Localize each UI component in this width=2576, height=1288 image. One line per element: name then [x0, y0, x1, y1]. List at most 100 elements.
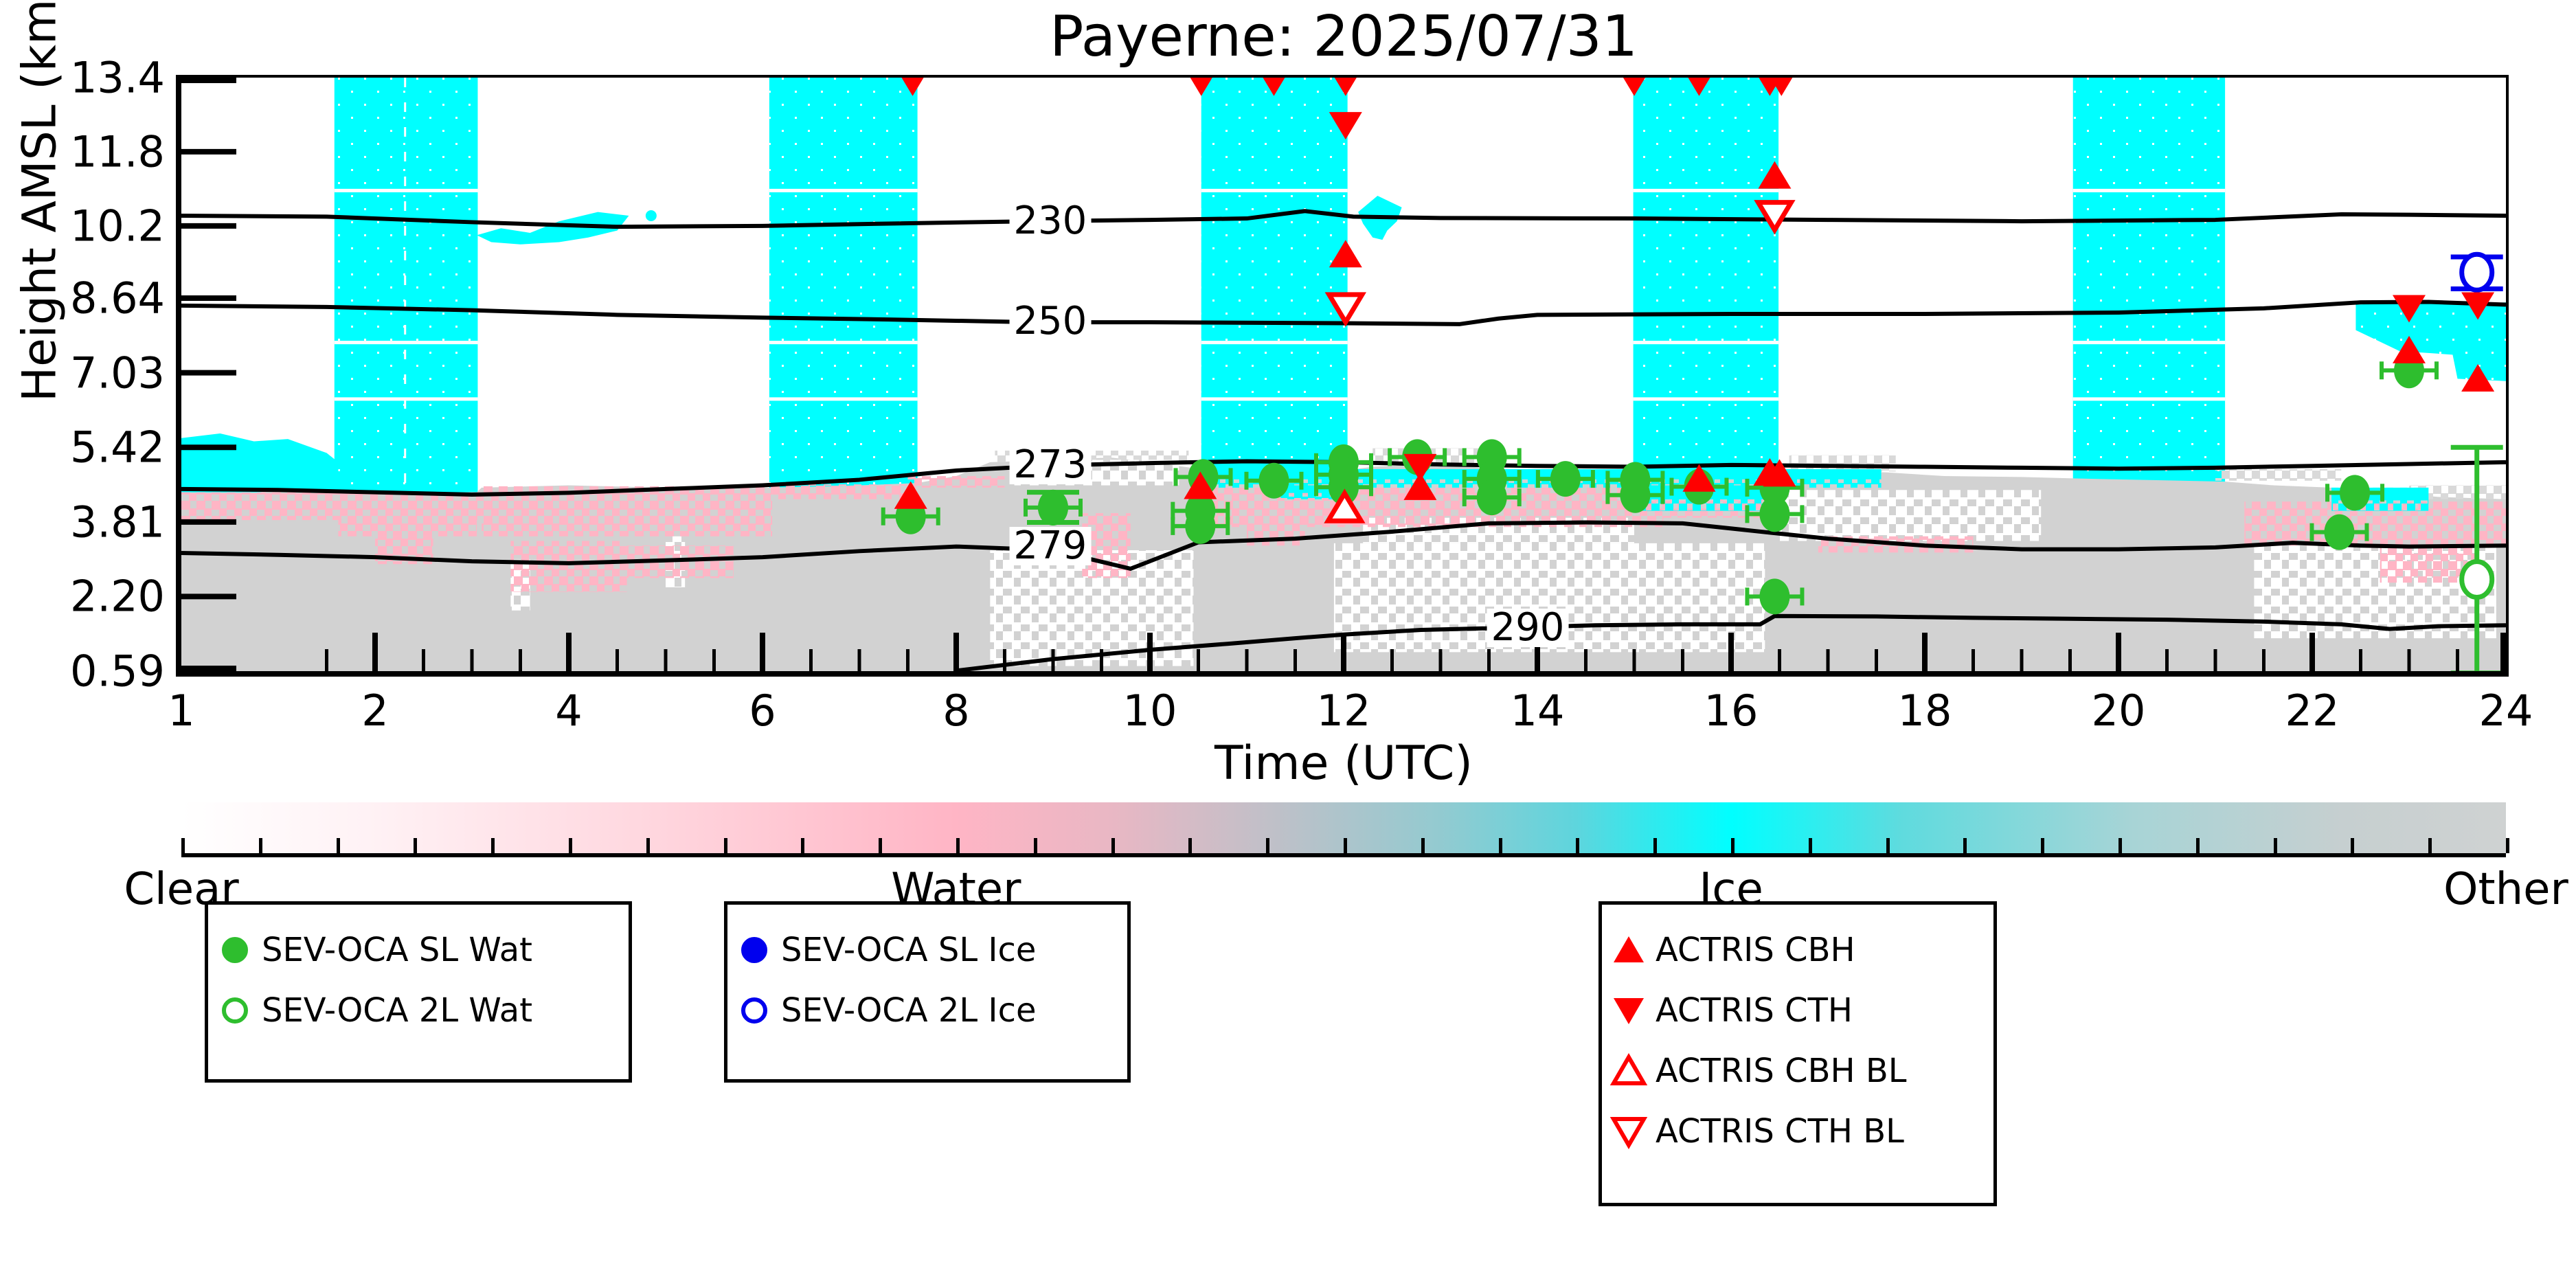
- sev-oca-sl-wat-marker: [1550, 461, 1581, 497]
- actris-cth-marker: [901, 78, 924, 96]
- legend-item: SEV-OCA 2L Ice: [727, 980, 1127, 1041]
- colorbar-tick: [723, 838, 727, 853]
- isotherm-contour-230: [181, 209, 2506, 229]
- actris-cth-marker: [1190, 78, 1212, 96]
- actris-cth-marker: [1403, 453, 1437, 482]
- legend-item: ACTRIS CTH BL: [1602, 1101, 1993, 1162]
- actris-cth-bl-marker: [1324, 292, 1367, 327]
- legend-label: ACTRIS CTH BL: [1656, 1112, 1904, 1151]
- actris-cth-marker: [1623, 78, 1646, 96]
- open-triangle-down-icon: [1609, 1117, 1648, 1149]
- x-tick-label: 18: [1897, 686, 1952, 736]
- legend-item: SEV-OCA 2L Wat: [208, 980, 629, 1041]
- colorbar-tick: [1498, 838, 1502, 853]
- actris-cth-marker: [2393, 295, 2426, 323]
- colorbar-tick: [1111, 838, 1115, 853]
- contour-label-279: 279: [1009, 526, 1092, 565]
- contour-label-273: 273: [1009, 445, 1092, 484]
- legend-marker: [1602, 1052, 1656, 1090]
- actris-cbh-marker: [2393, 335, 2426, 363]
- y-tick-label: 3.81: [69, 497, 165, 547]
- y-tick-label: 7.03: [69, 348, 165, 398]
- y-tick-label: 13.4: [69, 52, 165, 103]
- sev-oca-sl-wat-marker: [1258, 462, 1289, 499]
- actris-cth-bl-marker: [1754, 200, 1796, 235]
- colorbar-tick: [568, 838, 572, 853]
- sev-oca-sl-wat-marker: [1759, 578, 1790, 615]
- legend-marker: [1602, 931, 1656, 969]
- actris-cth-marker: [1329, 112, 1362, 140]
- isotherm-contour-279: [181, 520, 2506, 571]
- x-tick-label: 4: [555, 686, 583, 736]
- x-tick-label: 20: [2091, 686, 2146, 736]
- x-tick-label: 14: [1510, 686, 1565, 736]
- x-tick-label: 1: [168, 686, 195, 736]
- legend-item: ACTRIS CBH: [1602, 920, 1993, 980]
- y-axis-label: Height AMSL (km): [12, 0, 67, 402]
- colorbar-tick: [1421, 838, 1425, 853]
- legend-marker: [727, 991, 781, 1030]
- open-triangle-up-icon: [1609, 1053, 1648, 1085]
- colorbar-tick: [491, 838, 495, 853]
- y-tick-label: 5.42: [69, 422, 165, 473]
- sev-oca-2l-wat-marker: [2459, 558, 2495, 600]
- colorbar-tick: [414, 838, 418, 853]
- x-tick-label: 10: [1122, 686, 1177, 736]
- legend-label: ACTRIS CBH: [1656, 931, 1855, 969]
- actris-cth-marker: [1688, 78, 1710, 96]
- colorbar-tick: [2273, 838, 2277, 853]
- colorbar-tick: [1886, 838, 1890, 853]
- colorbar-tick: [1963, 838, 1967, 853]
- contour-label-230: 230: [1009, 202, 1092, 241]
- legend-box: SEV-OCA SL Ice SEV-OCA 2L Ice: [724, 901, 1131, 1083]
- actris-cth-marker: [1770, 78, 1793, 96]
- sev-oca-sl-wat-marker: [1759, 496, 1790, 532]
- contour-label-290: 290: [1487, 609, 1569, 648]
- actris-cbh-bl-marker: [1324, 488, 1366, 523]
- legend-box: SEV-OCA SL Wat SEV-OCA 2L Wat: [205, 901, 632, 1083]
- x-tick-label: 12: [1316, 686, 1371, 736]
- legend-marker: [1602, 991, 1656, 1030]
- sev-oca-sl-wat-marker: [2324, 514, 2355, 550]
- y-tick-label: 2.20: [69, 571, 165, 622]
- colorbar-tick: [1576, 838, 1580, 853]
- colorbar-tick: [956, 838, 960, 853]
- colorbar-tick: [1266, 838, 1270, 853]
- legend-item: SEV-OCA SL Ice: [727, 920, 1127, 980]
- colorbar-tick: [2195, 838, 2200, 853]
- x-tick-label: 2: [361, 686, 389, 736]
- legend-item: ACTRIS CTH: [1602, 980, 1993, 1041]
- colorbar-tick: [2119, 838, 2122, 853]
- filled-triangle-down-icon: [1614, 998, 1644, 1024]
- y-tick-label: 10.2: [69, 201, 165, 251]
- actris-cbh-marker: [1763, 459, 1796, 487]
- y-tick-label: 8.64: [69, 273, 165, 324]
- x-tick-label: 24: [2478, 686, 2533, 736]
- sev-oca-sl-wat-marker: [2340, 475, 2371, 511]
- isotherm-contour-290: [956, 613, 2506, 671]
- plot-area: [176, 75, 2509, 677]
- legend-label: SEV-OCA SL Wat: [262, 931, 532, 969]
- legend-item: SEV-OCA SL Wat: [208, 920, 629, 980]
- legend-label: ACTRIS CTH: [1656, 991, 1853, 1030]
- legend-marker: [1602, 1112, 1656, 1151]
- colorbar-tick: [1033, 838, 1037, 853]
- legend-marker: [727, 931, 781, 969]
- actris-cth-marker: [1334, 78, 1357, 96]
- actris-cth-marker: [1263, 78, 1285, 96]
- colorbar-tick: [2506, 838, 2509, 853]
- filled-triangle-up-icon: [1614, 936, 1644, 962]
- y-tick-label: 0.59: [69, 646, 165, 697]
- x-tick-label: 16: [1704, 686, 1759, 736]
- actris-cbh-marker: [1682, 464, 1716, 492]
- colorbar-tick: [2428, 838, 2432, 853]
- colorbar-label: Other: [2443, 864, 2568, 915]
- filled-circle-icon: [741, 937, 767, 963]
- legend-marker: [208, 991, 262, 1030]
- x-tick-label: 8: [942, 686, 970, 736]
- colorbar-tick: [336, 838, 340, 853]
- sev-oca-sl-wat-marker: [1185, 508, 1216, 544]
- colorbar-tick: [1344, 838, 1347, 853]
- y-tick-label: 11.8: [69, 126, 165, 177]
